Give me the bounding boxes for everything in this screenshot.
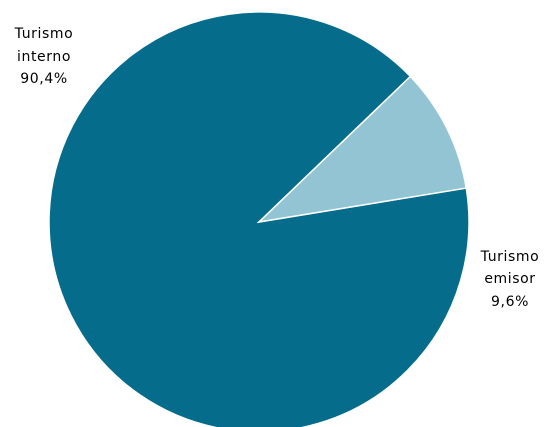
label-turismo-emisor: Turismo emisor 9,6% <box>480 249 540 310</box>
label-turismo-interno: Turismo interno 90,4% <box>14 26 74 87</box>
slice-turismo-emisor <box>256 75 468 224</box>
label-turismo-emisor-line1: Turismo <box>480 249 540 265</box>
label-turismo-emisor-line2: emisor <box>484 271 535 287</box>
label-turismo-interno-line1: Turismo <box>14 26 74 42</box>
label-turismo-interno-value: 90,4% <box>20 71 67 87</box>
label-turismo-interno-line2: interno <box>17 49 71 65</box>
slice-turismo-interno <box>48 11 470 427</box>
label-turismo-emisor-value: 9,6% <box>491 294 529 310</box>
pie-slices <box>48 11 470 427</box>
